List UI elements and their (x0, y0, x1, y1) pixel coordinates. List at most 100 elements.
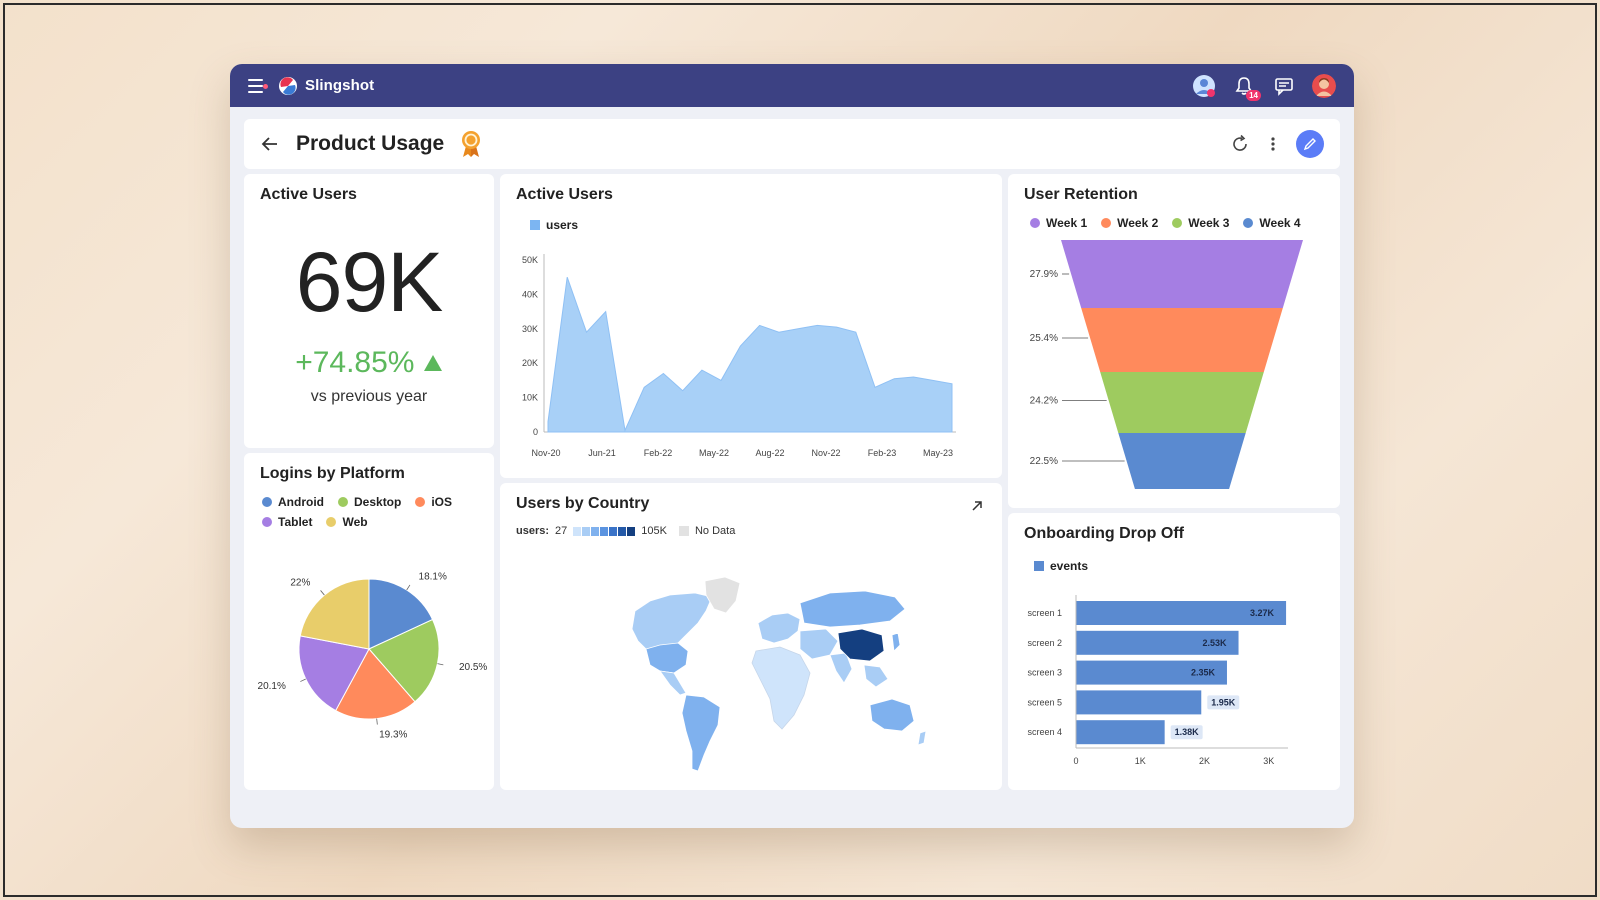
user-avatar[interactable] (1312, 73, 1336, 98)
legend-item-events[interactable]: events (1034, 559, 1088, 573)
y-tick-label: 10K (522, 393, 538, 403)
notifications-bell-icon[interactable]: 14 (1232, 74, 1261, 101)
pie-value-label: 18.1% (419, 572, 447, 583)
area-chart: 0 10K 20K 30K 40K 50K Nov-20 Jun-21 Feb-22 May-22… (522, 254, 956, 458)
dashboard-header: Product Usage (244, 119, 1340, 169)
funnel-segment-week-4 (1118, 433, 1246, 489)
scale-min: 27 (555, 525, 568, 537)
pie-leader-line (300, 678, 306, 682)
x-tick-label: Nov-20 (531, 448, 560, 458)
bar-value-label-bg (1207, 695, 1240, 710)
top-bar: Slingshot 14 (230, 64, 1354, 107)
page-title: Product Usage (296, 132, 445, 155)
bar-screen-4 (1076, 720, 1165, 745)
menu-icon[interactable] (248, 78, 268, 93)
pie-value-label: 22% (290, 578, 310, 589)
y-tick-label: 40K (522, 289, 538, 299)
funnel-value-label: 24.2% (1030, 396, 1058, 407)
legend-item-week-3[interactable]: Week 3 (1172, 216, 1229, 230)
scale-gradient (573, 526, 636, 536)
legend-item-week-4[interactable]: Week 4 (1243, 216, 1301, 230)
funnel-segment-week-1 (1061, 240, 1303, 308)
pie-slice-tablet (298, 635, 370, 712)
pie-slice-desktop (368, 618, 440, 703)
x-tick-label: 2K (1199, 756, 1210, 766)
kpi-change-value: +74.85% (295, 346, 415, 379)
edit-button[interactable] (1296, 130, 1324, 158)
legend-item-android[interactable]: Android (262, 495, 324, 509)
bar-category-label: screen 4 (1027, 727, 1062, 737)
horizontal-bar-chart: screen 1 3.27K screen 2 2.53K screen 3 2.35K s… (1027, 595, 1288, 766)
usa-region (645, 642, 689, 674)
x-tick-label: Nov-22 (811, 448, 840, 458)
legend-item-week-1[interactable]: Week 1 (1030, 216, 1087, 230)
world-map[interactable] (500, 483, 1002, 790)
bar-value-label-bg (1170, 725, 1203, 740)
bar-screen-2 (1076, 630, 1239, 655)
bar-value-label: 2.35K (1191, 668, 1216, 678)
active-users-kpi-card[interactable]: Active Users 69K +74.85% vs previous yea… (244, 174, 494, 448)
pie-leader-line (320, 590, 325, 596)
legend-item-tablet[interactable]: Tablet (262, 515, 312, 529)
no-data-label: No Data (694, 525, 736, 537)
funnel-value-label: 27.9% (1030, 269, 1058, 280)
kpi-comparison-note: vs previous year (310, 388, 428, 405)
bar-value-label: 1.95K (1211, 697, 1236, 707)
user-retention-card[interactable]: User Retention Week 1 Week 2 Week 3 Week 4 … (1008, 174, 1340, 508)
brand-name[interactable]: Slingshot (305, 77, 375, 94)
legend-item-web[interactable]: Web (326, 515, 368, 529)
legend-item-week-2[interactable]: Week 2 (1101, 216, 1158, 230)
pie-leader-line (406, 584, 411, 591)
bar-category-label: screen 3 (1027, 668, 1062, 678)
slingshot-logo-icon (279, 76, 297, 95)
legend-item-desktop[interactable]: Desktop (338, 495, 401, 509)
x-tick-label: Aug-22 (755, 448, 784, 458)
greenland-region (704, 576, 741, 614)
onboarding-drop-off-card[interactable]: Onboarding Drop Off events screen 1 3.27K… (1008, 513, 1340, 790)
logins-by-platform-card[interactable]: Logins by Platform Android Desktop iOS Tabl… (244, 453, 494, 790)
bar-screen-1 (1076, 601, 1287, 625)
north-america-region (631, 592, 713, 664)
legend-item-users[interactable]: users (530, 218, 578, 232)
expand-icon[interactable] (970, 499, 984, 513)
central-america-region (659, 670, 687, 696)
x-tick-label: 3K (1263, 756, 1274, 766)
users-area-series (547, 277, 953, 433)
south-america-region (681, 694, 721, 772)
southeast-asia-region (863, 664, 889, 688)
y-tick-label: 20K (522, 358, 538, 368)
y-tick-label: 0 (533, 427, 538, 437)
new-zealand-region (917, 730, 927, 746)
card-title: Active Users (260, 186, 357, 203)
legend-item-ios[interactable]: iOS (415, 495, 452, 509)
pie-slice-ios (334, 648, 416, 720)
team-avatar-icon[interactable] (1192, 74, 1216, 98)
trend-up-icon (423, 355, 442, 371)
map-color-scale: users: 27 105K No Data (516, 525, 736, 537)
refresh-icon[interactable] (1230, 134, 1250, 154)
funnel-value-label: 25.4% (1030, 333, 1058, 344)
back-arrow-icon[interactable] (260, 134, 280, 154)
bar-category-label: screen 5 (1027, 697, 1062, 707)
bar-category-label: screen 1 (1027, 608, 1062, 618)
australia-region (869, 698, 915, 732)
y-tick-label: 50K (522, 255, 538, 265)
card-title: Onboarding Drop Off (1024, 525, 1184, 542)
app-window: Slingshot 14 Product Usage (230, 64, 1354, 828)
bar-value-label: 3.27K (1250, 608, 1275, 618)
pie-leader-line (437, 663, 444, 666)
kpi-value: 69K (295, 235, 443, 329)
y-tick-label: 30K (522, 324, 538, 334)
bar-screen-5 (1076, 690, 1202, 715)
more-options-icon[interactable] (1270, 134, 1276, 154)
funnel-segment-week-3 (1100, 372, 1264, 433)
x-tick-label: 1K (1135, 756, 1146, 766)
x-tick-label: Feb-22 (644, 448, 673, 458)
active-users-chart-card[interactable]: Active Users users 0 10K 20K 30K 40K 50K Nov-2… (500, 174, 1002, 478)
kpi-change: +74.85% (244, 346, 494, 380)
pie-value-label: 20.1% (258, 681, 286, 692)
users-by-country-card[interactable]: Users by Country users: 27 105K No Data (500, 483, 1002, 790)
notifications-count-badge: 14 (1246, 89, 1261, 101)
funnel-chart: 27.9% 25.4% 24.2% 22.5% (1030, 240, 1303, 489)
chat-icon[interactable] (1272, 74, 1296, 98)
